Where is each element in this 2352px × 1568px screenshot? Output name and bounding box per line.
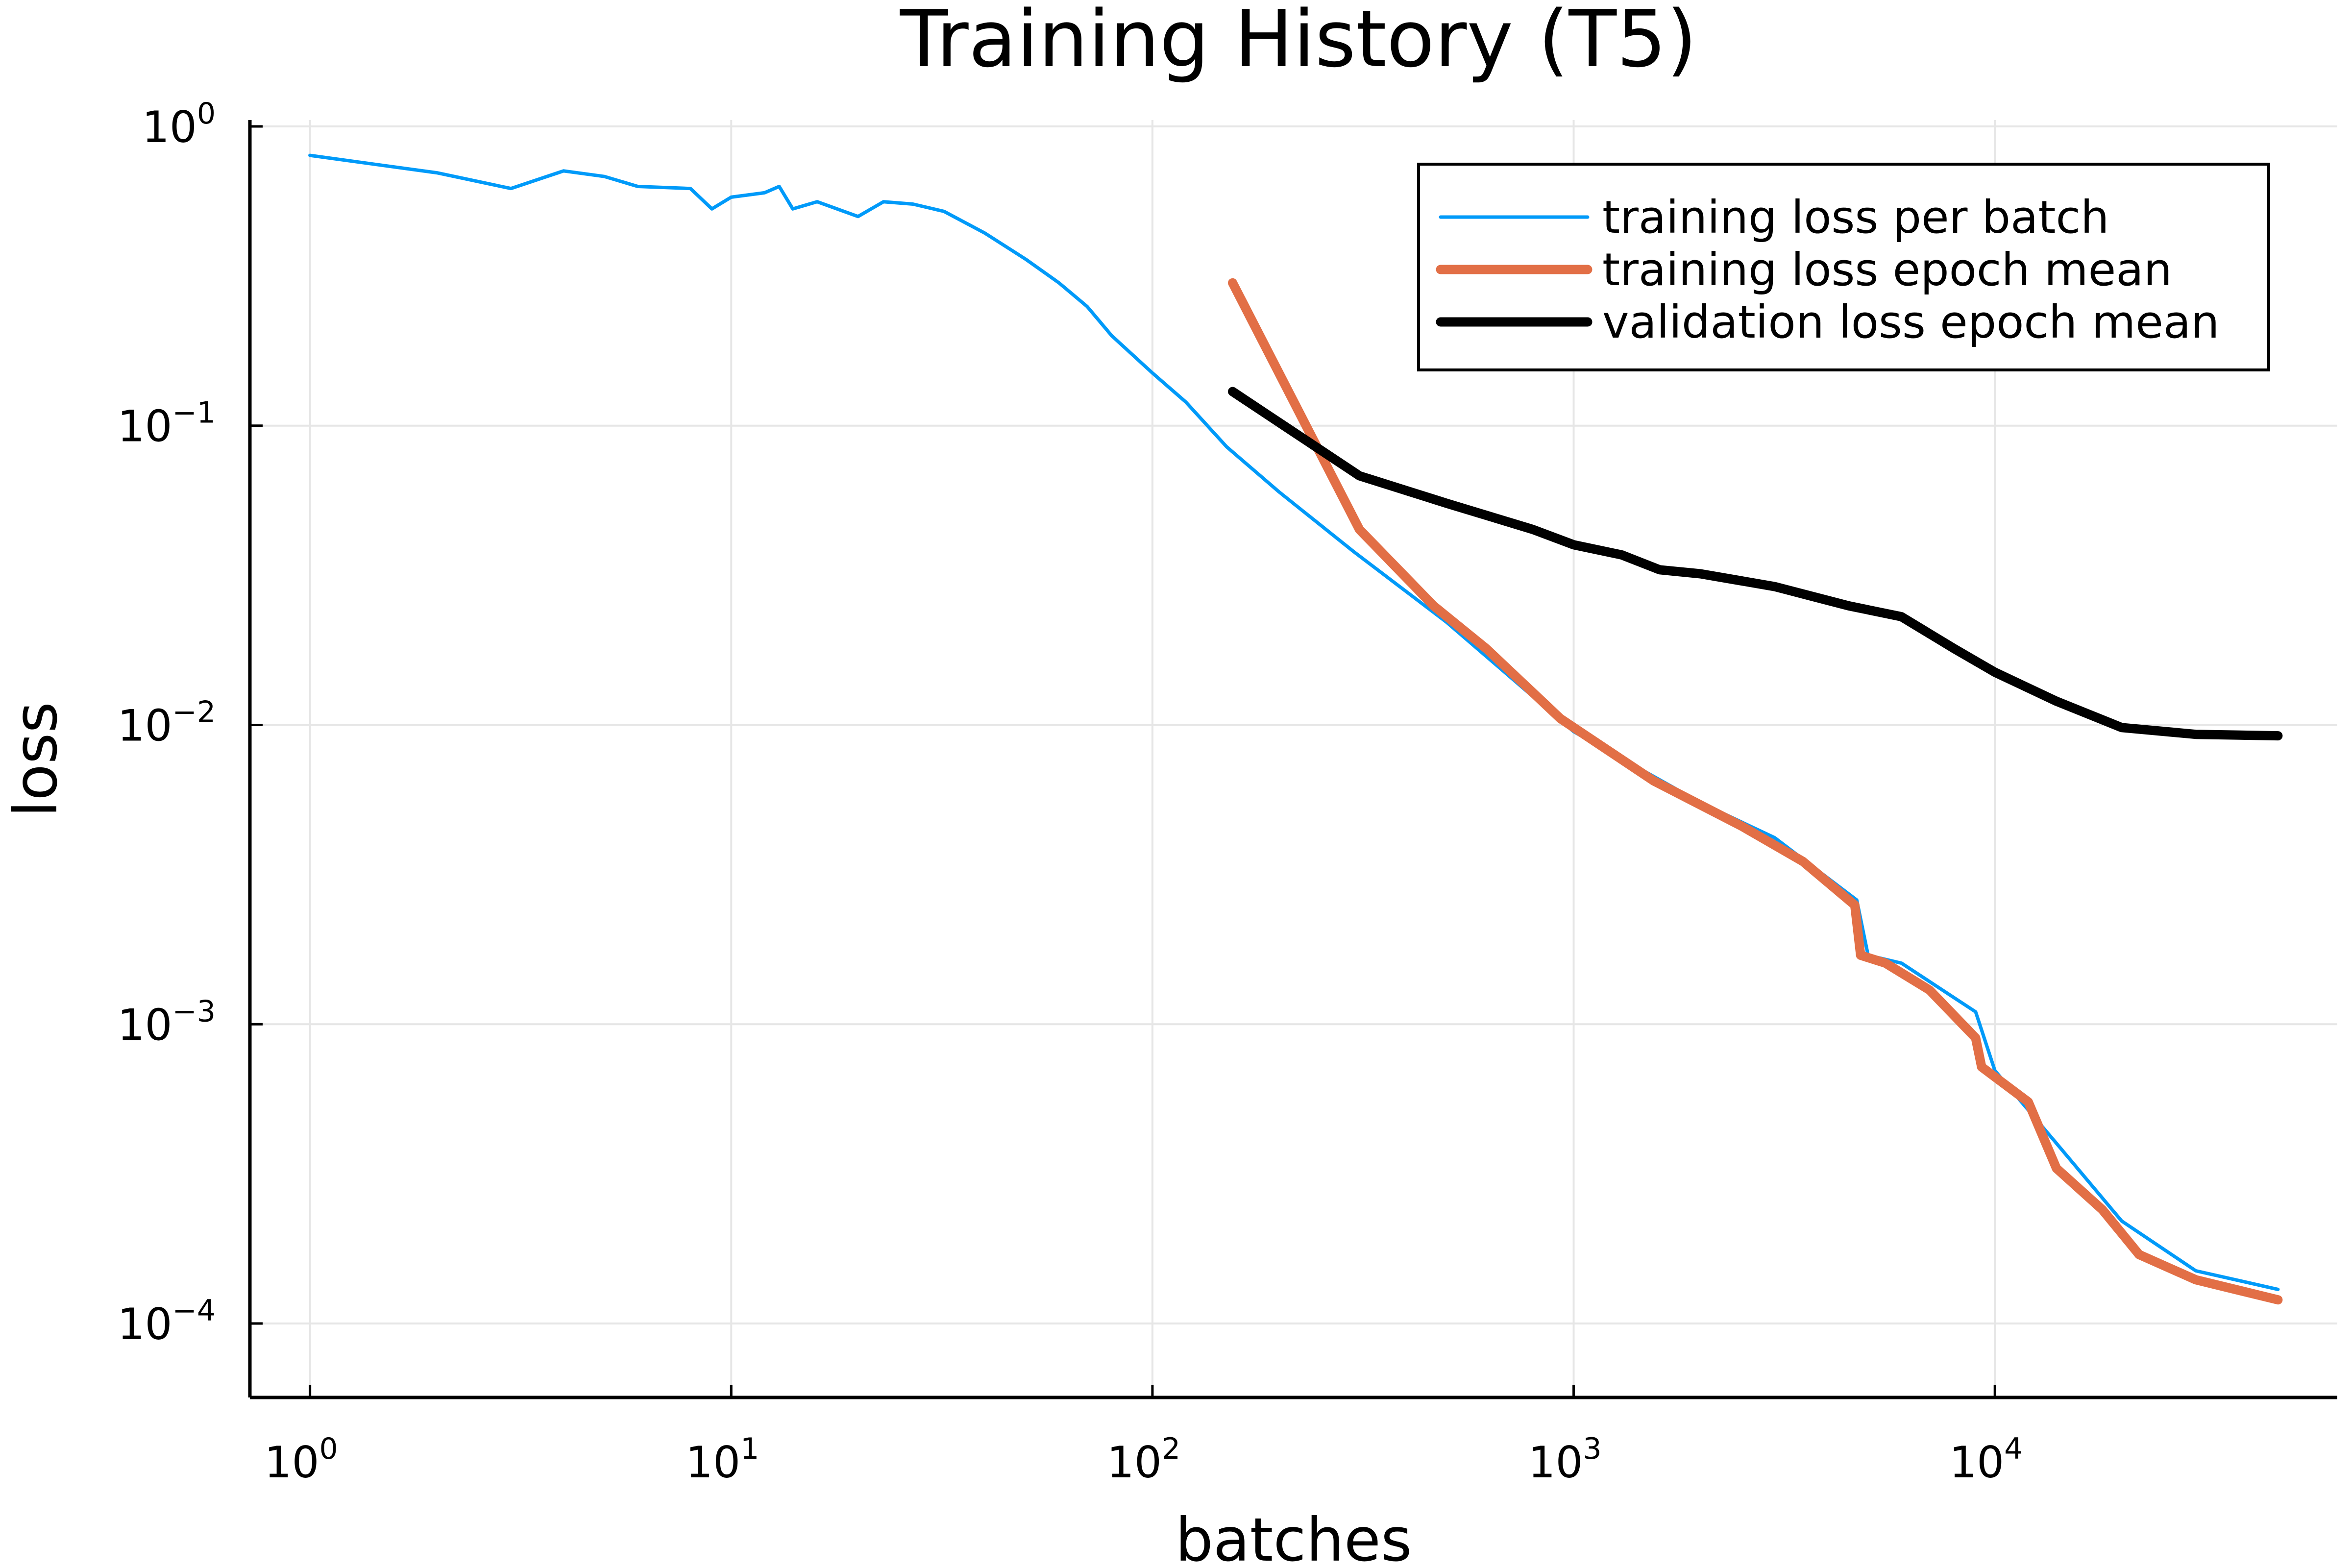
- axes: [248, 120, 2337, 1399]
- x-tick-label: 103: [1528, 1432, 1601, 1488]
- legend-entry-validation-loss-epoch-mean: validation loss epoch mean: [1602, 296, 2219, 348]
- y-axis-label: loss: [1, 702, 71, 817]
- series-validation-loss-epoch-mean: [1228, 387, 2283, 741]
- series-training-loss-epoch-mean: [1228, 278, 2283, 1305]
- x-tick-label: 102: [1107, 1432, 1180, 1488]
- tick-labels: 100 101 102 103 104 100 10−1 10−2 10−3 10−4: [118, 97, 2023, 1488]
- y-tick-label: 10−3: [118, 994, 216, 1050]
- y-tick-label: 10−2: [118, 695, 216, 751]
- y-tick-label: 10−1: [118, 396, 216, 452]
- x-tick-label: 100: [265, 1432, 338, 1488]
- y-tick-label: 100: [142, 97, 216, 152]
- series-layer: [308, 153, 2283, 1305]
- legend-entry-training-loss-per-batch: training loss per batch: [1602, 191, 2109, 244]
- x-tick-label: 101: [686, 1432, 759, 1488]
- chart-title: Training History (T5): [900, 0, 1697, 85]
- grid: [250, 120, 2337, 1397]
- x-tick-label: 104: [1949, 1432, 2023, 1488]
- y-tick-label: 10−4: [118, 1294, 216, 1349]
- legend-entry-training-loss-epoch-mean: training loss epoch mean: [1602, 244, 2172, 296]
- x-axis-label: batches: [1175, 1505, 1412, 1568]
